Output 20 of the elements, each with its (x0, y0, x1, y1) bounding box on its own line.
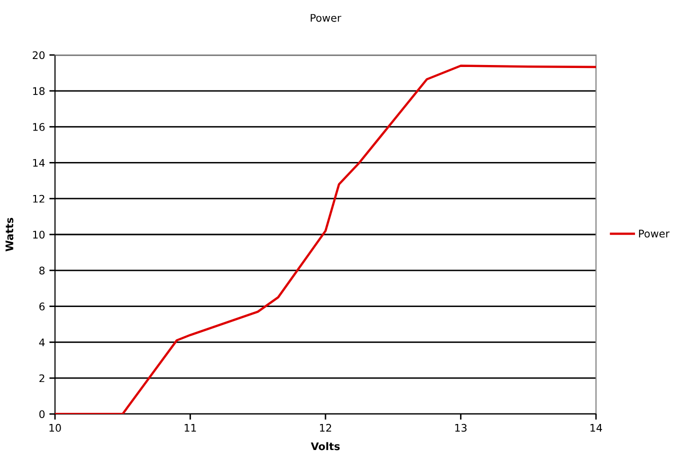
y-tick-label: 4 (39, 338, 45, 346)
x-tick-label: 12 (320, 424, 332, 432)
y-tick-label: 16 (33, 123, 45, 131)
y-tick-label: 12 (33, 194, 44, 203)
y-tick-label: 20 (32, 51, 45, 60)
y-axis-title: Watts (6, 218, 14, 252)
y-tick-label: 6 (39, 302, 45, 310)
y-tick-label: 2 (39, 374, 44, 382)
y-tick-label: 14 (33, 159, 45, 167)
legend-label: Power (639, 230, 670, 238)
x-tick-label: 10 (50, 424, 61, 432)
y-tick-label: 10 (33, 230, 45, 239)
x-tick-label: 14 (590, 424, 602, 432)
y-tick-label: 8 (39, 266, 45, 275)
x-tick-label: 13 (455, 424, 467, 432)
y-tick-label: 18 (33, 87, 45, 96)
x-axis-title: Volts (310, 442, 340, 450)
x-tick-label: 11 (184, 424, 196, 432)
y-tick-label: 0 (39, 410, 45, 418)
chart-title: Power (310, 14, 342, 22)
